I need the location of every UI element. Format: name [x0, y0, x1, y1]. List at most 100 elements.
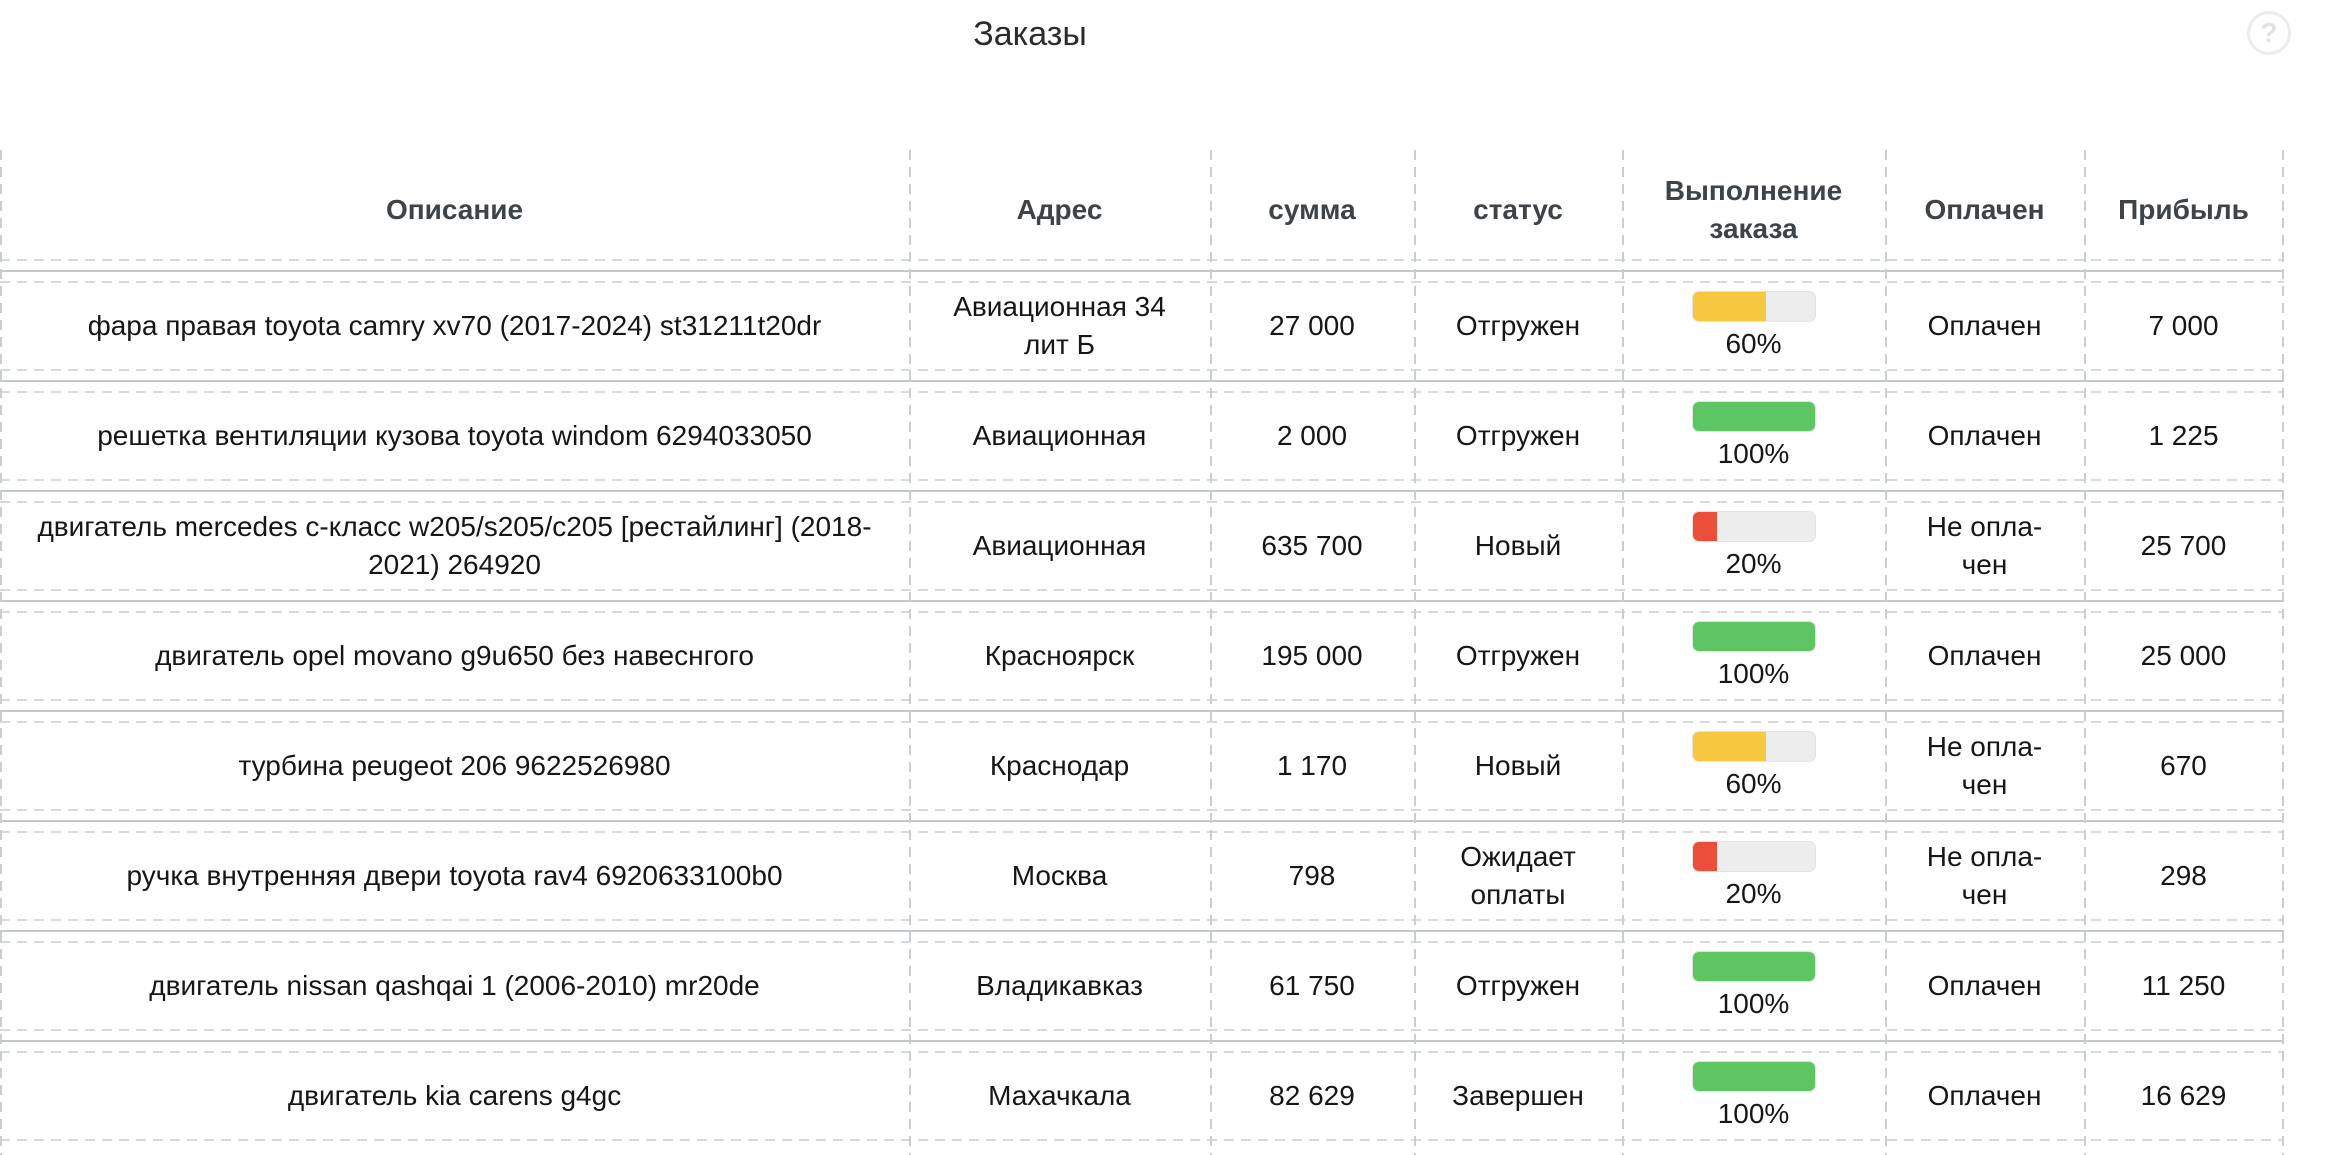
cell-status: Новый	[1474, 750, 1562, 781]
cell-description: двигатель nissan qashqai 1 (2006-2010) m…	[149, 970, 760, 1001]
column-header-sum: сумма	[1268, 194, 1356, 225]
progress-bar	[1691, 731, 1816, 762]
cell-status: Новый	[1474, 530, 1562, 561]
cell-paid: Оплачен	[1927, 640, 2042, 671]
help-icon-glyph: ?	[2260, 17, 2278, 48]
cell-profit: 298	[2160, 860, 2207, 891]
cell-paid: Не опла- чен	[1926, 841, 2043, 910]
cell-description: решетка вентиляции кузова toyota windom …	[97, 420, 812, 451]
column-header-status: статус	[1473, 194, 1563, 225]
cell-sum: 195 000	[1261, 640, 1363, 671]
cell-sum: 635 700	[1261, 530, 1363, 561]
cell-profit: 25 700	[2140, 530, 2227, 561]
cell-description: двигатель mercedes c-класс w205/s205/c20…	[37, 511, 872, 580]
column-header-profit: Прибыль	[2118, 194, 2249, 225]
cell-profit: 16 629	[2140, 1080, 2227, 1111]
cell-progress: 100%	[1622, 1042, 1885, 1150]
cell-profit: 11 250	[2141, 970, 2226, 1001]
progress-label: 100%	[1717, 1098, 1790, 1129]
progress-label: 60%	[1725, 328, 1782, 359]
cell-status: Ожидает оплаты	[1460, 841, 1576, 910]
progress-bar	[1691, 1061, 1816, 1092]
progress-bar-fill	[1692, 842, 1717, 871]
cell-paid: Оплачен	[1927, 970, 2042, 1001]
cell-status: Отгружен	[1455, 640, 1581, 671]
cell-progress: 100%	[1622, 382, 1885, 490]
cell-sum: 27 000	[1269, 310, 1355, 341]
cell-progress: 60%	[1622, 272, 1885, 380]
column-header-description: Описание	[385, 194, 524, 225]
progress-bar	[1691, 511, 1816, 542]
column-header-progress: Выполнение заказа	[1664, 175, 1843, 244]
progress-bar-fill	[1692, 732, 1766, 761]
cell-paid: Оплачен	[1927, 420, 2042, 451]
column-header-paid: Оплачен	[1924, 194, 2045, 225]
cell-sum: 61 750	[1269, 970, 1355, 1001]
cell-address: Авиационная 34 лит Б	[953, 291, 1166, 360]
cell-progress: 100%	[1622, 602, 1885, 710]
table-header-row: Описание Адрес сумма статус Выполнение з…	[0, 150, 2284, 270]
cell-description: двигатель opel movano g9u650 без навеснг…	[155, 640, 754, 671]
progress-bar-fill	[1692, 292, 1766, 321]
cell-paid: Не опла- чен	[1926, 731, 2043, 800]
table-row: турбина peugeot 206 9622526980 Краснодар…	[0, 710, 2284, 820]
cell-sum: 798	[1288, 860, 1336, 891]
cell-address: Владикавказ	[976, 970, 1143, 1001]
orders-table: Описание Адрес сумма статус Выполнение з…	[0, 150, 2284, 1155]
help-icon[interactable]: ?	[2247, 11, 2291, 55]
table-row: ручка внутренняя двери toyota rav4 69206…	[0, 820, 2284, 930]
progress-bar-fill	[1692, 512, 1717, 541]
progress-label: 60%	[1725, 768, 1782, 799]
progress-bar	[1691, 291, 1816, 322]
column-header-address: Адрес	[1016, 194, 1103, 225]
cell-address: Краснодар	[989, 750, 1130, 781]
cell-description: двигатель kia carens g4gc	[287, 1080, 622, 1111]
cell-status: Отгружен	[1455, 310, 1581, 341]
table-row: двигатель mercedes c-класс w205/s205/c20…	[0, 490, 2284, 600]
progress-bar-fill	[1692, 952, 1815, 981]
table-row: двигатель opel movano g9u650 без навеснг…	[0, 600, 2284, 710]
progress-label: 100%	[1717, 658, 1790, 689]
cell-address: Москва	[1011, 860, 1108, 891]
cell-profit: 670	[2160, 750, 2207, 781]
table-row: решетка вентиляции кузова toyota windom …	[0, 380, 2284, 490]
progress-bar-fill	[1692, 1062, 1815, 1091]
cell-description: фара правая toyota camry xv70 (2017-2024…	[87, 310, 822, 341]
cell-paid: Оплачен	[1927, 310, 2042, 341]
cell-progress: 20%	[1622, 822, 1885, 930]
progress-bar-fill	[1692, 622, 1815, 651]
progress-label: 100%	[1717, 438, 1790, 469]
cell-status: Завершен	[1452, 1080, 1584, 1111]
cell-progress: 100%	[1622, 932, 1885, 1040]
cell-profit: 7 000	[2148, 310, 2219, 341]
cell-profit: 1 225	[2148, 420, 2219, 451]
cell-description: турбина peugeot 206 9622526980	[238, 750, 671, 781]
cell-status: Отгружен	[1455, 970, 1581, 1001]
cell-address: Авиационная	[972, 530, 1147, 561]
page-title: Заказы	[973, 15, 1087, 53]
cell-sum: 2 000	[1276, 420, 1348, 451]
cell-progress: 20%	[1622, 492, 1885, 600]
cell-description: ручка внутренняя двери toyota rav4 69206…	[126, 860, 783, 891]
progress-bar	[1691, 621, 1816, 652]
cell-paid: Оплачен	[1927, 1080, 2042, 1111]
table-row: двигатель nissan qashqai 1 (2006-2010) m…	[0, 930, 2284, 1040]
cell-progress: 60%	[1622, 712, 1885, 820]
cell-paid: Не опла- чен	[1926, 511, 2043, 580]
cell-address: Махачкала	[988, 1080, 1131, 1111]
progress-bar	[1691, 841, 1816, 872]
progress-label: 100%	[1717, 988, 1790, 1019]
table-row: двигатель kia carens g4gc Махачкала 82 6…	[0, 1040, 2284, 1150]
cell-address: Авиационная	[972, 420, 1147, 451]
cell-profit: 25 000	[2140, 640, 2227, 671]
progress-bar	[1691, 401, 1816, 432]
cell-sum: 82 629	[1269, 1080, 1355, 1111]
cell-sum: 1 170	[1276, 750, 1348, 781]
progress-bar-fill	[1692, 402, 1815, 431]
progress-label: 20%	[1725, 878, 1782, 909]
cell-status: Отгружен	[1455, 420, 1581, 451]
cell-address: Красноярск	[984, 640, 1135, 671]
table-row: фара правая toyota camry xv70 (2017-2024…	[0, 270, 2284, 380]
progress-bar	[1691, 951, 1816, 982]
progress-label: 20%	[1725, 548, 1782, 579]
